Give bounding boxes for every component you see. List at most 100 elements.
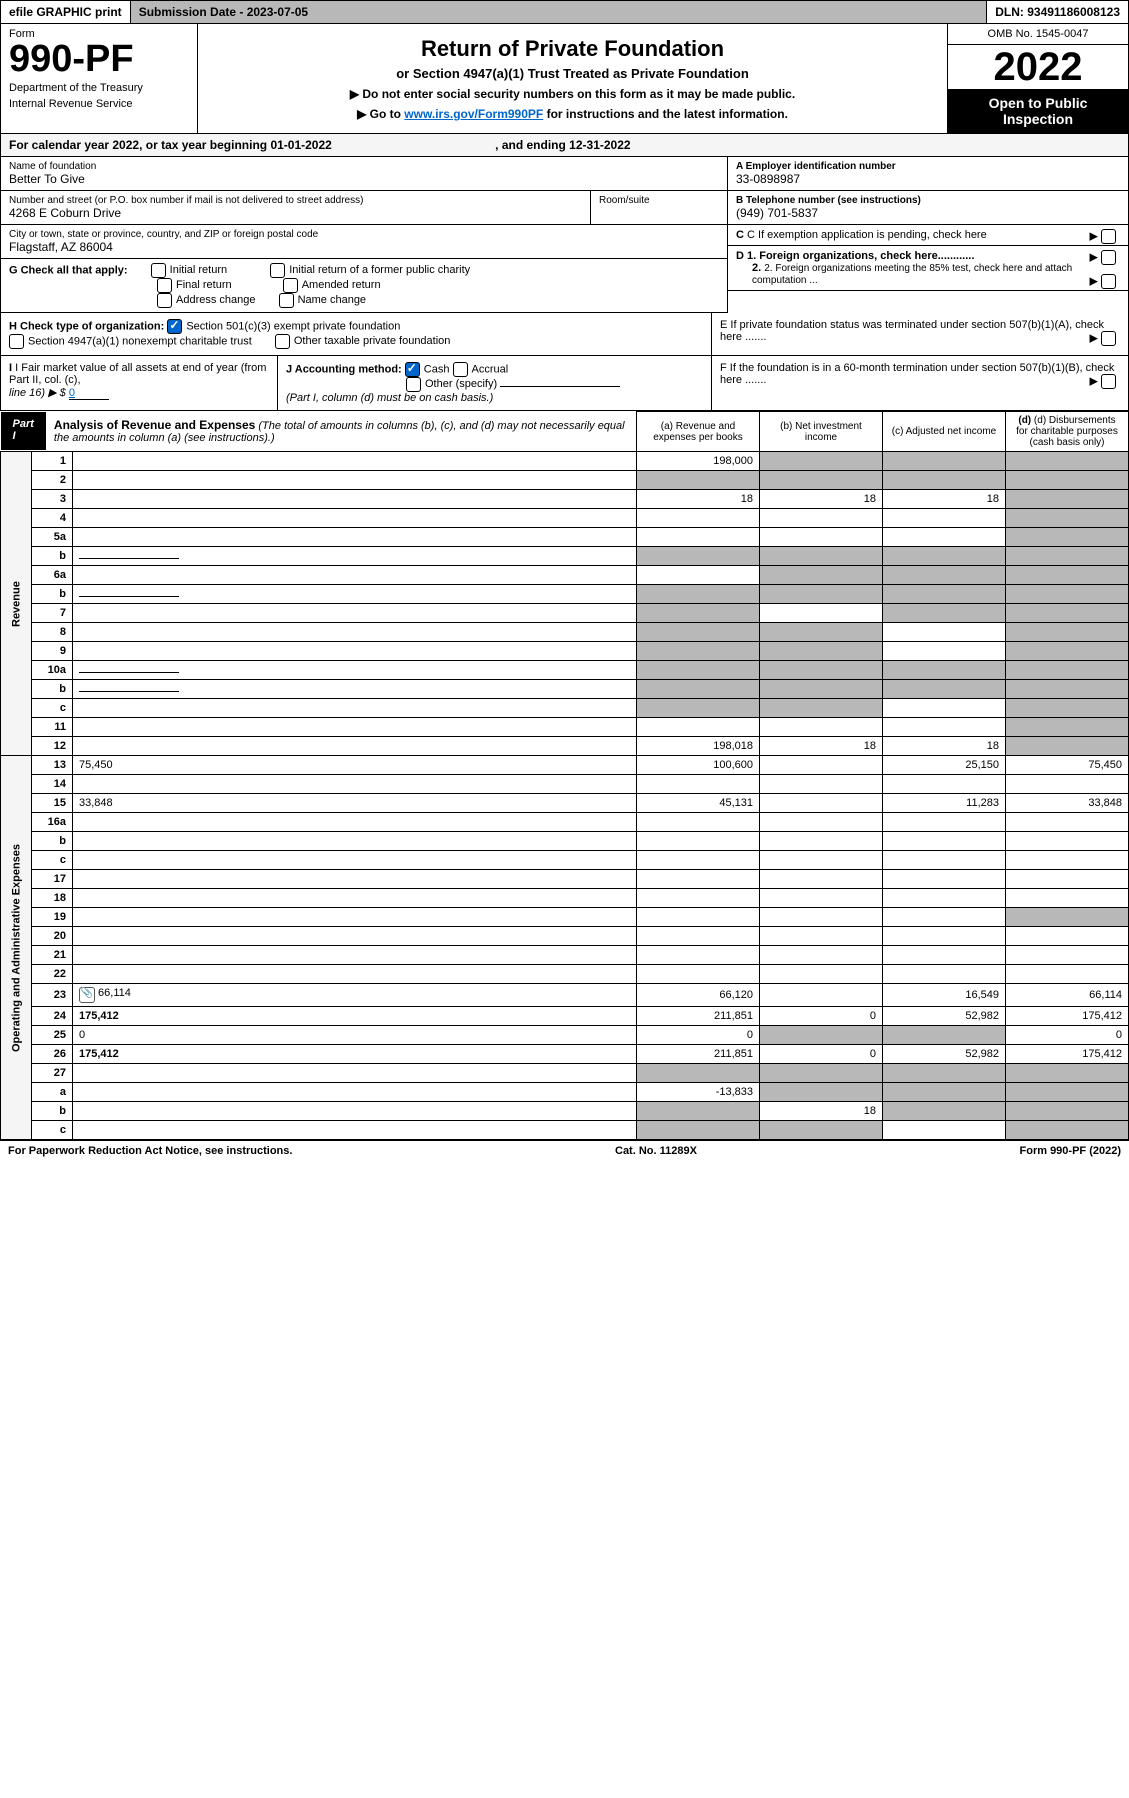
- checkbox-initial-return[interactable]: [151, 263, 166, 278]
- amount-cell: [1006, 642, 1129, 661]
- amount-cell: [883, 965, 1006, 984]
- amount-cell: [637, 813, 760, 832]
- checkbox-507b1b[interactable]: [1101, 374, 1116, 389]
- city-label: City or town, state or province, country…: [9, 229, 719, 240]
- table-row: 5a: [1, 528, 1129, 547]
- amount-cell: [1006, 528, 1129, 547]
- line-number: 4: [32, 509, 73, 528]
- amount-cell: [883, 1064, 1006, 1083]
- amount-cell: [760, 1064, 883, 1083]
- checkbox-other-taxable[interactable]: [275, 334, 290, 349]
- line-description: [73, 813, 637, 832]
- amount-cell: [883, 547, 1006, 566]
- amount-cell: 211,851: [637, 1045, 760, 1064]
- amount-cell: [1006, 813, 1129, 832]
- line-description: [73, 927, 637, 946]
- line-number: c: [32, 851, 73, 870]
- line-description: [73, 471, 637, 490]
- amount-cell: [883, 775, 1006, 794]
- checkbox-initial-former[interactable]: [270, 263, 285, 278]
- amount-cell: [637, 851, 760, 870]
- table-row: 8: [1, 623, 1129, 642]
- line-number: 11: [32, 718, 73, 737]
- amount-cell: 0: [760, 1007, 883, 1026]
- amount-cell: [637, 775, 760, 794]
- line-number: 2: [32, 471, 73, 490]
- amount-cell: [760, 699, 883, 718]
- checkbox-foreign-org[interactable]: [1101, 250, 1116, 265]
- amount-cell: [637, 680, 760, 699]
- amount-cell: [883, 718, 1006, 737]
- checkbox-4947a1[interactable]: [9, 334, 24, 349]
- table-row: 9: [1, 642, 1129, 661]
- amount-cell: [883, 452, 1006, 471]
- dept-treasury: Department of the Treasury: [9, 82, 189, 94]
- amount-cell: [1006, 1083, 1129, 1102]
- page-footer: For Paperwork Reduction Act Notice, see …: [0, 1140, 1129, 1161]
- checkbox-name-change[interactable]: [279, 293, 294, 308]
- amount-cell: [637, 604, 760, 623]
- checkbox-exemption-pending[interactable]: [1101, 229, 1116, 244]
- checkbox-other-method[interactable]: [406, 377, 421, 392]
- footer-cat: Cat. No. 11289X: [615, 1145, 697, 1157]
- checkbox-amended[interactable]: [283, 278, 298, 293]
- line-number: c: [32, 699, 73, 718]
- form-subtitle: or Section 4947(a)(1) Trust Treated as P…: [206, 66, 939, 81]
- calendar-year-row: For calendar year 2022, or tax year begi…: [0, 134, 1129, 157]
- irs-link[interactable]: www.irs.gov/Form990PF: [404, 107, 543, 121]
- amount-cell: [760, 889, 883, 908]
- side-label-revenue: Revenue: [1, 452, 32, 756]
- amount-cell: [760, 680, 883, 699]
- amount-cell: [760, 927, 883, 946]
- line-description: [73, 908, 637, 927]
- checkbox-address-change[interactable]: [157, 293, 172, 308]
- amount-cell: [760, 1026, 883, 1045]
- amount-cell: 11,283: [883, 794, 1006, 813]
- amount-cell: [883, 851, 1006, 870]
- amount-cell: [1006, 547, 1129, 566]
- table-row: 22: [1, 965, 1129, 984]
- line-description: [73, 870, 637, 889]
- table-row: c: [1, 1121, 1129, 1140]
- open-public-badge: Open to Public Inspection: [948, 89, 1128, 133]
- table-row: 3181818: [1, 490, 1129, 509]
- city-state-zip: Flagstaff, AZ 86004: [9, 240, 719, 254]
- f-60month: F If the foundation is in a 60-month ter…: [712, 356, 1128, 410]
- amount-cell: [1006, 889, 1129, 908]
- checkbox-507b1a[interactable]: [1101, 331, 1116, 346]
- amount-cell: 18: [637, 490, 760, 509]
- checkbox-cash[interactable]: [405, 362, 420, 377]
- d-foreign-row: D 1. Foreign organizations, check here..…: [728, 246, 1128, 291]
- amount-cell: 211,851: [637, 1007, 760, 1026]
- foundation-name: Better To Give: [9, 172, 719, 186]
- amount-cell: 18: [760, 1102, 883, 1121]
- line-number: c: [32, 1121, 73, 1140]
- phone-value: (949) 701-5837: [736, 206, 1120, 220]
- checkbox-final-return[interactable]: [157, 278, 172, 293]
- amount-cell: [637, 718, 760, 737]
- line-description: [73, 889, 637, 908]
- amount-cell: [637, 528, 760, 547]
- dept-irs: Internal Revenue Service: [9, 98, 189, 110]
- checkbox-accrual[interactable]: [453, 362, 468, 377]
- form-header: Form 990-PF Department of the Treasury I…: [0, 24, 1129, 134]
- table-row: 12198,0181818: [1, 737, 1129, 756]
- line-description: [73, 718, 637, 737]
- table-row: 11: [1, 718, 1129, 737]
- amount-cell: [760, 908, 883, 927]
- amount-cell: [760, 718, 883, 737]
- line-number: 22: [32, 965, 73, 984]
- line-description: [73, 965, 637, 984]
- amount-cell: 45,131: [637, 794, 760, 813]
- amount-cell: [637, 642, 760, 661]
- line-number: a: [32, 1083, 73, 1102]
- checkbox-85pct[interactable]: [1101, 274, 1116, 289]
- line-description: [73, 946, 637, 965]
- checkbox-501c3[interactable]: [167, 319, 182, 334]
- amount-cell: [1006, 965, 1129, 984]
- amount-cell: [883, 946, 1006, 965]
- line-description: [73, 737, 637, 756]
- attach-icon[interactable]: 📎: [79, 987, 95, 1003]
- line-description: [73, 452, 637, 471]
- amount-cell: [1006, 718, 1129, 737]
